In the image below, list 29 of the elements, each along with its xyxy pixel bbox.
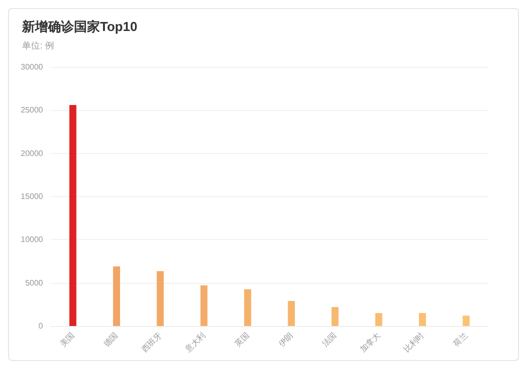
y-tick-label: 10000 [20,235,44,244]
y-tick-label: 20000 [20,148,44,158]
y-tick-label: 0 [38,322,44,330]
x-tick-label: 比利时 [402,330,426,354]
y-tick-label: 15000 [20,192,44,201]
x-tick-label: 西班牙 [140,330,164,354]
bar [244,289,252,326]
x-tick-label: 美国 [58,330,76,348]
bar [200,285,208,326]
chart-title: 新增确诊国家Top10 [21,19,138,34]
x-tick-label: 荷兰 [452,330,470,348]
bar [156,271,164,326]
bar [113,266,120,326]
bar [375,313,382,326]
bar [332,307,339,326]
x-tick-label: 伊朗 [276,330,295,348]
x-tick-label: 法国 [320,330,338,348]
chart-subtitle: 单位: 例 [22,40,54,50]
x-tick-label: 加拿大 [358,330,382,354]
bar [418,313,426,326]
bar [288,300,295,326]
x-tick-label: 德国 [102,330,120,348]
bar [69,104,76,326]
y-tick-label: 25000 [20,106,44,115]
y-tick-label: 30000 [20,62,44,72]
x-tick-label: 英国 [233,330,251,348]
x-tick-label: 意大利 [183,330,208,355]
bar [462,316,470,326]
y-tick-label: 5000 [25,278,44,288]
